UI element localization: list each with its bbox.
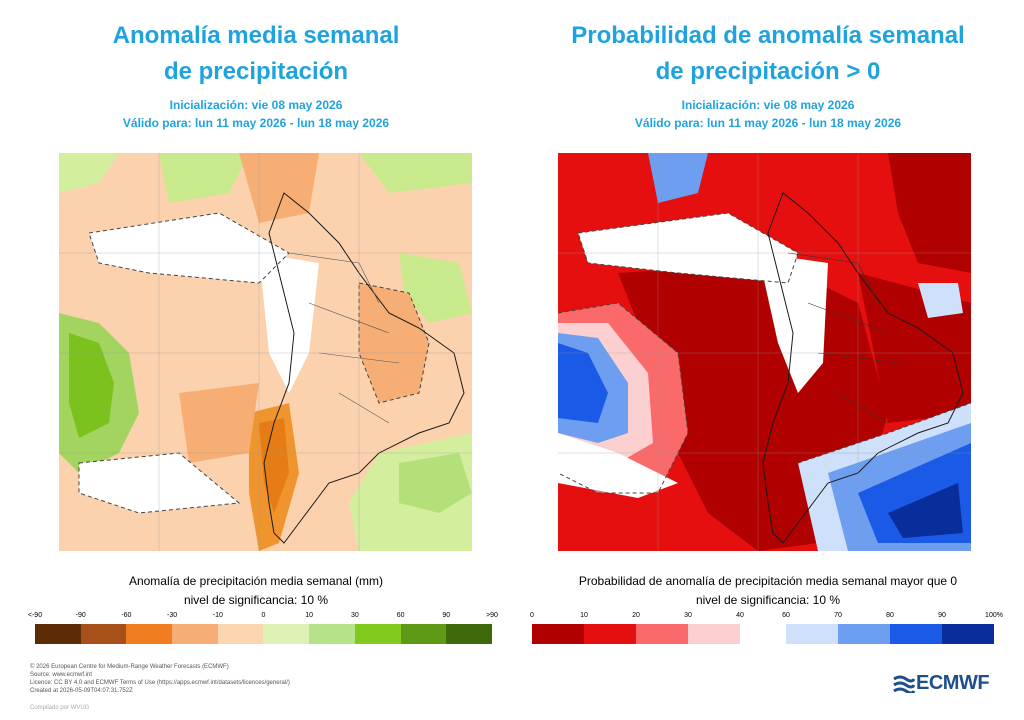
anomaly-colorbar-ticks: <-90 -90 -60 -30 -10 0 10 30 60 90 >90 bbox=[28, 612, 498, 624]
colorbar-segment bbox=[446, 624, 492, 644]
anomaly-colorbar bbox=[35, 624, 492, 644]
colorbar-segment bbox=[126, 624, 173, 644]
colorbar-tick-label: -60 bbox=[121, 612, 132, 619]
colorbar-segment bbox=[786, 624, 838, 644]
probability-title-line1: Probabilidad de anomalía semanal bbox=[571, 22, 965, 49]
colorbar-tick-label: 90 bbox=[938, 612, 946, 619]
colorbar-segment bbox=[172, 624, 218, 644]
ecmwf-logo: ECMWF bbox=[892, 672, 990, 695]
colorbar-tick-label: -90 bbox=[75, 612, 86, 619]
probability-init-date: Inicialización: vie 08 may 2026 bbox=[681, 98, 855, 112]
ecmwf-logo-text: ECMWF bbox=[916, 672, 990, 694]
colorbar-tick-label: 60 bbox=[396, 612, 405, 619]
colorbar-segment bbox=[838, 624, 890, 644]
probability-valid-range: Válido para: lun 11 may 2026 - lun 18 ma… bbox=[634, 116, 902, 130]
colorbar-tick-label: -10 bbox=[212, 612, 223, 619]
colorbar-tick-label: <-90 bbox=[27, 612, 43, 619]
anomaly-title-line2: de precipitación bbox=[163, 58, 349, 85]
colorbar-tick-label: -30 bbox=[167, 612, 178, 619]
colorbar-tick-label: 40 bbox=[736, 612, 744, 619]
colorbar-segment bbox=[309, 624, 355, 644]
colorbar-tick-label: 30 bbox=[350, 612, 359, 619]
colorbar-segment bbox=[80, 624, 127, 644]
colorbar-tick-label: 70 bbox=[834, 612, 842, 619]
footer-created: Created at 2026-05-09T04:07:31.752Z bbox=[30, 688, 133, 694]
colorbar-segment bbox=[942, 624, 994, 644]
footer-source: Source: www.ecmwf.int bbox=[30, 672, 93, 678]
anomaly-valid-range: Válido para: lun 11 may 2026 - lun 18 ma… bbox=[122, 116, 390, 130]
colorbar-segment bbox=[584, 624, 636, 644]
colorbar-tick-label: 100% bbox=[985, 612, 1003, 619]
colorbar-tick-label: 10 bbox=[305, 612, 314, 619]
footer-copyright: © 2026 European Centre for Medium-Range … bbox=[30, 664, 229, 670]
anomaly-caption: Anomalía de precipitación media semanal … bbox=[128, 574, 384, 588]
anomaly-map bbox=[59, 153, 472, 551]
colorbar-segment bbox=[354, 624, 401, 644]
colorbar-tick-label: 20 bbox=[632, 612, 640, 619]
probability-significance: nivel de significancia: 10 % bbox=[695, 593, 841, 607]
probability-colorbar-high bbox=[786, 624, 994, 644]
probability-colorbar-ticks-high: 60 70 80 90 100% bbox=[782, 612, 1003, 624]
colorbar-tick-label: 30 bbox=[684, 612, 692, 619]
footer-licence: Licence: CC BY 4.0 and ECMWF Terms of Us… bbox=[30, 680, 290, 686]
probability-caption: Probabilidad de anomalía de precipitació… bbox=[578, 574, 958, 588]
probability-map bbox=[558, 153, 971, 551]
colorbar-segment bbox=[400, 624, 447, 644]
colorbar-tick-label: 0 bbox=[530, 612, 534, 619]
colorbar-segment bbox=[532, 624, 584, 644]
colorbar-tick-label: >90 bbox=[486, 612, 498, 619]
probability-title-line2: de precipitación > 0 bbox=[655, 58, 881, 85]
anomaly-init-date: Inicialización: vie 08 may 2026 bbox=[169, 98, 343, 112]
colorbar-tick-label: 60 bbox=[782, 612, 790, 619]
colorbar-tick-label: 80 bbox=[886, 612, 894, 619]
colorbar-tick-label: 0 bbox=[261, 612, 266, 619]
colorbar-segment bbox=[35, 624, 81, 644]
colorbar-segment bbox=[217, 624, 264, 644]
colorbar-tick-label: 90 bbox=[442, 612, 451, 619]
probability-colorbar-ticks-low: 0 10 20 30 40 bbox=[530, 612, 744, 624]
colorbar-segment bbox=[688, 624, 740, 644]
colorbar-segment bbox=[263, 624, 310, 644]
colorbar-segment bbox=[890, 624, 942, 644]
colorbar-segment bbox=[636, 624, 688, 644]
colorbar-tick-label: 10 bbox=[580, 612, 588, 619]
anomaly-significance: nivel de significancia: 10 % bbox=[183, 593, 329, 607]
probability-colorbar-low bbox=[532, 624, 740, 644]
anomaly-title-line1: Anomalía media semanal bbox=[112, 22, 400, 49]
ecmwf-logo-icon bbox=[893, 675, 916, 693]
footer-compiled: Compilado por WVUG bbox=[30, 705, 90, 711]
